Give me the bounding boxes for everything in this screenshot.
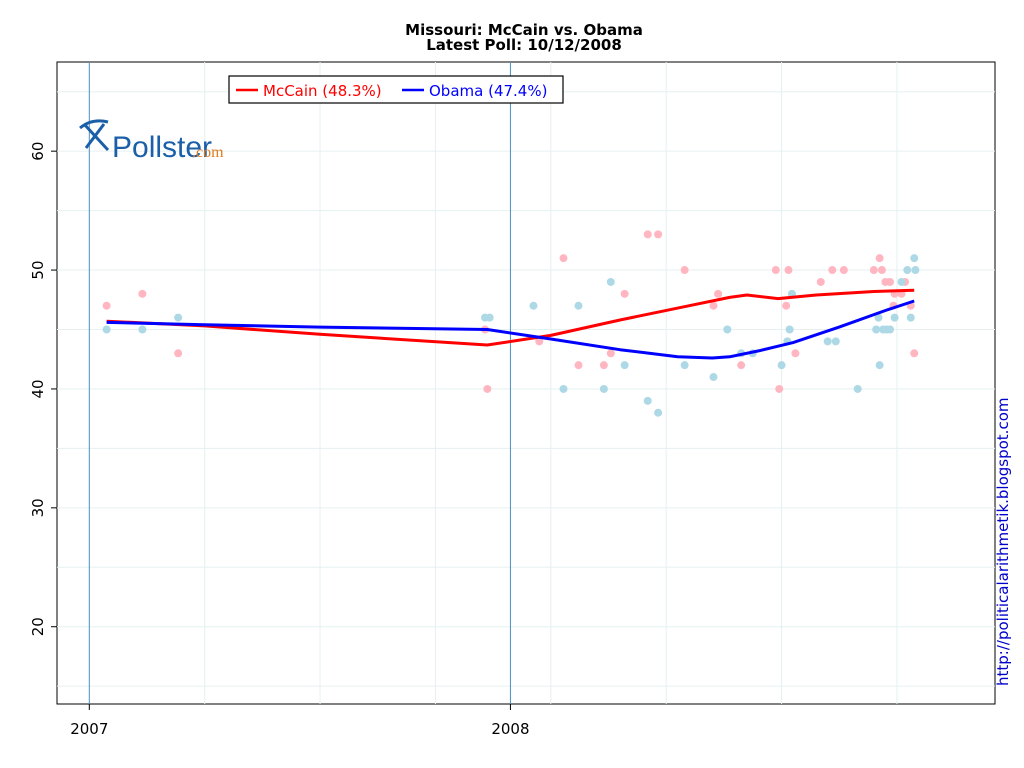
obama-poll-point xyxy=(529,301,538,310)
obama-poll-point xyxy=(174,313,183,322)
mccain-poll-point xyxy=(138,289,147,298)
plot-area xyxy=(56,61,996,705)
y-tick-label: 50 xyxy=(29,261,47,280)
year-lines xyxy=(88,62,511,704)
mccain-poll-point xyxy=(535,337,544,346)
trend-layer xyxy=(106,288,915,360)
obama-poll-point xyxy=(874,313,883,322)
y-tick-label: 20 xyxy=(29,617,47,636)
mccain-poll-point xyxy=(620,289,629,298)
side-credit: http://politicalarithmetik.blogspot.com xyxy=(994,398,1012,687)
obama-poll-point xyxy=(620,361,629,370)
y-tick-label: 30 xyxy=(29,498,47,517)
obama-poll-point xyxy=(102,325,111,334)
mccain-poll-point xyxy=(680,266,689,275)
obama-poll-point xyxy=(886,325,895,334)
obama-poll-point xyxy=(485,313,494,322)
mccain-poll-point xyxy=(782,301,791,310)
mccain-poll-point xyxy=(102,301,111,310)
mccain-poll-point xyxy=(174,349,183,358)
mccain-poll-point xyxy=(784,266,793,275)
obama-poll-point xyxy=(890,313,899,322)
mccain-poll-point xyxy=(643,230,652,239)
y-tick-label: 40 xyxy=(29,379,47,398)
obama-poll-point xyxy=(897,277,906,286)
legend-mccain-label: McCain (48.3%) xyxy=(263,82,382,100)
y-tick-label: 60 xyxy=(29,142,47,161)
mccain-poll-point xyxy=(839,266,848,275)
mccain-poll-point xyxy=(559,254,568,263)
mccain-poll-point xyxy=(775,384,784,393)
mccain-poll-point xyxy=(714,289,723,298)
mccain-poll-point xyxy=(599,361,608,370)
legend-obama-label: Obama (47.4%) xyxy=(429,82,547,100)
pollster-logo: Pollster .com xyxy=(79,119,224,164)
mccain-poll-point xyxy=(816,277,825,286)
mccain-poll-point xyxy=(877,266,886,275)
obama-poll-point xyxy=(911,266,920,275)
obama-poll-point xyxy=(903,266,912,275)
obama-poll-point xyxy=(680,361,689,370)
points-layer xyxy=(102,230,920,417)
mccain-poll-point xyxy=(910,349,919,358)
mccain-poll-point xyxy=(875,254,884,263)
obama-poll-point xyxy=(606,277,615,286)
obama-poll-point xyxy=(138,325,147,334)
chart-title: Missouri: McCain vs. Obama xyxy=(405,21,643,39)
pollster-swoosh-icon xyxy=(79,119,110,152)
x-tick-label: 2007 xyxy=(70,720,108,738)
mccain-poll-point xyxy=(771,266,780,275)
obama-poll-point xyxy=(643,396,652,405)
legend: McCain (48.3%) Obama (47.4%) xyxy=(228,75,564,104)
obama-poll-point xyxy=(574,301,583,310)
obama-poll-point xyxy=(723,325,732,334)
obama-poll-point xyxy=(872,325,881,334)
mccain-poll-point xyxy=(886,277,895,286)
x-axis: 2007 2008 xyxy=(70,704,530,738)
mccain-poll-point xyxy=(483,384,492,393)
mccain-poll-point xyxy=(654,230,663,239)
obama-poll-point xyxy=(875,361,884,370)
mccain-poll-point xyxy=(828,266,837,275)
obama-trend-line xyxy=(106,299,915,360)
pollster-logo-com: .com xyxy=(192,144,224,161)
obama-poll-point xyxy=(823,337,832,346)
obama-poll-point xyxy=(853,384,862,393)
obama-poll-point xyxy=(777,361,786,370)
y-axis: 20 30 40 50 60 xyxy=(29,142,57,636)
mccain-poll-point xyxy=(791,349,800,358)
obama-poll-point xyxy=(654,408,663,417)
obama-poll-point xyxy=(831,337,840,346)
mccain-poll-point xyxy=(709,301,718,310)
chart-subtitle: Latest Poll: 10/12/2008 xyxy=(426,36,622,54)
obama-poll-point xyxy=(906,313,915,322)
obama-poll-point xyxy=(785,325,794,334)
x-tick-label: 2008 xyxy=(491,720,529,738)
mccain-poll-point xyxy=(574,361,583,370)
mccain-poll-point xyxy=(869,266,878,275)
mccain-poll-point xyxy=(737,361,746,370)
mccain-poll-point xyxy=(606,349,615,358)
obama-poll-point xyxy=(599,384,608,393)
mccain-trend-line xyxy=(106,288,915,347)
obama-poll-point xyxy=(559,384,568,393)
obama-poll-point xyxy=(910,254,919,263)
grid xyxy=(57,62,995,704)
obama-poll-point xyxy=(709,373,718,382)
pollster-logo-text: Pollster xyxy=(112,131,212,164)
